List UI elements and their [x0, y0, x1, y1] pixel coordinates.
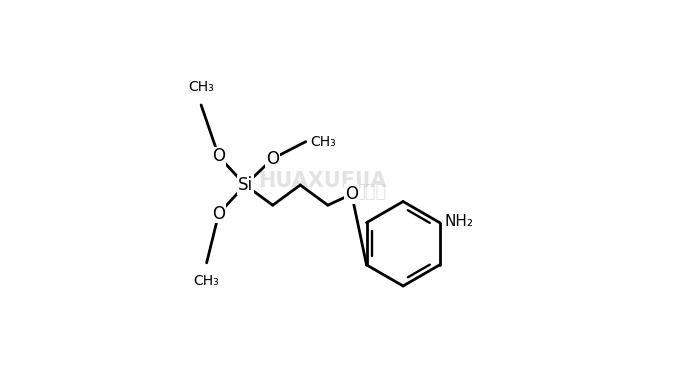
Text: 化学加: 化学加 [354, 184, 386, 201]
Text: O: O [212, 147, 226, 165]
Text: CH₃: CH₃ [193, 274, 219, 288]
Text: CH₃: CH₃ [188, 80, 214, 94]
Text: O: O [212, 205, 226, 223]
Text: O: O [266, 149, 279, 168]
Text: HUAXUEJIA: HUAXUEJIA [258, 171, 386, 191]
Text: CH₃: CH₃ [310, 135, 336, 149]
Text: O: O [345, 185, 358, 203]
Text: NH₂: NH₂ [444, 214, 473, 229]
Text: Si: Si [237, 176, 253, 194]
